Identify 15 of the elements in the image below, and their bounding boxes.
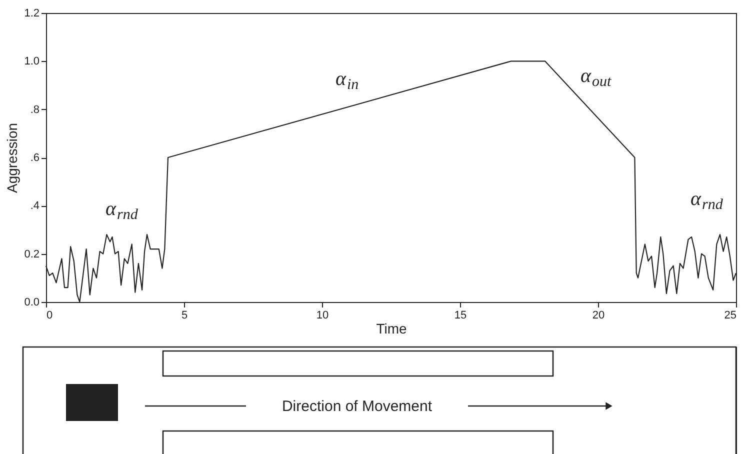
x-tick-label: 15 [454, 310, 467, 322]
y-tick-label: 0.2 [24, 248, 40, 260]
y-tick-label: .6 [30, 152, 40, 164]
x-tick-label: 20 [592, 310, 605, 322]
y-tick-label: 0.0 [24, 296, 40, 308]
y-tick-label: .8 [30, 104, 40, 116]
x-tick-label: 25 [724, 310, 736, 322]
x-tick-label: 5 [181, 310, 188, 322]
y-tick-label: 1.0 [24, 56, 40, 68]
x-axis-title: Time [376, 320, 408, 336]
y-axis-title: Aggression [4, 122, 20, 194]
y-tick-label: .4 [30, 200, 40, 212]
x-tick-label: 0 [46, 310, 53, 322]
y-tick-label: 1.2 [24, 8, 40, 20]
x-tick-label: 10 [316, 310, 329, 322]
